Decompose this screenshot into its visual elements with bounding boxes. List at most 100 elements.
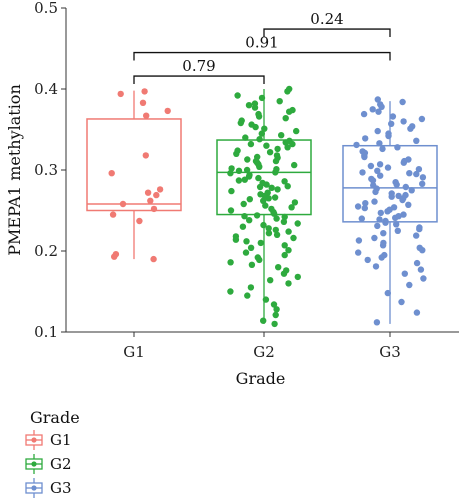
data-point-g3 (417, 266, 425, 273)
box-g2 (216, 89, 312, 324)
x-ticks: G1 G2 G3 (123, 332, 401, 361)
data-point-g2 (273, 166, 280, 173)
data-point-g3 (400, 118, 407, 125)
data-point-g3 (354, 203, 362, 210)
data-point-g2 (255, 174, 262, 182)
y-tick-label: 0.4 (34, 80, 58, 98)
data-point-g2 (280, 270, 288, 277)
data-point-g3 (406, 281, 413, 289)
data-point-g2 (274, 145, 281, 153)
data-point-g2 (242, 249, 250, 256)
x-tick-label-g2: G2 (253, 343, 275, 361)
data-point-g3 (400, 211, 407, 218)
data-point-g3 (420, 275, 427, 282)
data-point-g3 (389, 113, 397, 120)
legend-label: G2 (50, 455, 72, 473)
data-point-g3 (413, 232, 420, 239)
data-point-g3 (371, 234, 378, 242)
data-point-g2 (244, 156, 251, 163)
data-point-g2 (267, 277, 274, 284)
legend-key-point (31, 461, 37, 467)
data-point-g2 (275, 264, 282, 271)
bracket-line (133, 51, 391, 61)
data-point-g3 (385, 132, 392, 140)
data-point-g3 (358, 215, 365, 222)
data-point-g3 (413, 259, 421, 267)
data-point-g3 (408, 187, 415, 194)
y-tick-label: 0.1 (34, 323, 58, 341)
legend-item-g3: G3 (25, 478, 72, 498)
data-point-g2 (247, 140, 255, 148)
data-point-g3 (376, 161, 384, 168)
data-point-g3 (398, 298, 405, 306)
data-point-g3 (418, 115, 426, 123)
data-point-g2 (285, 280, 292, 287)
data-point-g2 (245, 102, 253, 109)
data-point-g2 (286, 108, 293, 115)
comparison-brackets: 0.79 0.91 0.24 (133, 10, 391, 85)
box-iqr (86, 118, 182, 212)
y-ticks: 0.1 0.2 0.3 0.4 0.5 (34, 0, 66, 341)
data-point-g2 (280, 218, 288, 225)
data-point-g2 (227, 207, 235, 214)
data-point-g2 (228, 187, 235, 195)
data-point-g3 (361, 153, 368, 161)
p-value-label: 0.91 (245, 34, 278, 52)
data-point-g3 (372, 188, 379, 196)
data-point-g2 (270, 301, 278, 308)
data-point-g2 (281, 251, 288, 259)
data-point-g3 (406, 170, 413, 177)
comparison-bracket: 0.91 (133, 34, 391, 61)
data-point-g2 (289, 140, 296, 148)
data-point-g2 (263, 181, 270, 188)
bracket-line (133, 75, 265, 85)
data-point-g2 (256, 256, 263, 264)
data-point-g2 (265, 225, 272, 232)
data-point-g2 (234, 92, 241, 99)
x-tick-label-g3: G3 (379, 343, 401, 361)
data-point-g3 (419, 174, 427, 181)
box-g1 (86, 90, 182, 260)
data-point-g3 (369, 106, 376, 113)
data-point-g3 (362, 200, 369, 207)
data-point-g3 (377, 172, 384, 179)
data-point-g2 (281, 178, 288, 185)
axes (65, 8, 459, 333)
data-point-g3 (407, 125, 414, 132)
data-point-g3 (388, 120, 395, 128)
data-point-g3 (384, 208, 391, 215)
data-point-g2 (291, 161, 298, 169)
data-point-g3 (376, 216, 383, 223)
data-point-g2 (243, 166, 251, 174)
data-point-g2 (252, 123, 259, 131)
data-point-g2 (282, 139, 289, 146)
p-value-label: 0.24 (310, 10, 343, 28)
x-axis-title: Grade (236, 369, 286, 388)
legend-label: G3 (50, 479, 72, 497)
data-point-g3 (379, 145, 386, 153)
data-point-g3 (399, 196, 406, 204)
data-point-g2 (244, 292, 251, 299)
data-point-g2 (285, 247, 292, 254)
data-point-g2 (243, 238, 250, 245)
data-point-g2 (276, 98, 283, 105)
data-point-g3 (377, 209, 384, 217)
legend-item-g2: G2 (25, 454, 72, 474)
data-point-g2 (266, 149, 274, 156)
data-point-g1 (136, 217, 143, 225)
data-point-g3 (388, 193, 395, 200)
data-point-g2 (291, 199, 299, 206)
data-point-g2 (233, 150, 240, 157)
box-iqr (216, 139, 312, 216)
data-point-g3 (390, 204, 398, 211)
data-point-g1 (147, 197, 154, 204)
jitter-points (108, 85, 427, 328)
legend-title: Grade (30, 408, 80, 427)
data-point-g3 (371, 198, 378, 205)
data-point-g3 (362, 135, 369, 142)
bracket-line (263, 28, 391, 38)
data-point-g3 (399, 98, 406, 106)
data-point-g2 (237, 119, 244, 127)
legend: Grade G1 G2 G3 (25, 408, 80, 498)
data-point-g2 (246, 217, 253, 224)
